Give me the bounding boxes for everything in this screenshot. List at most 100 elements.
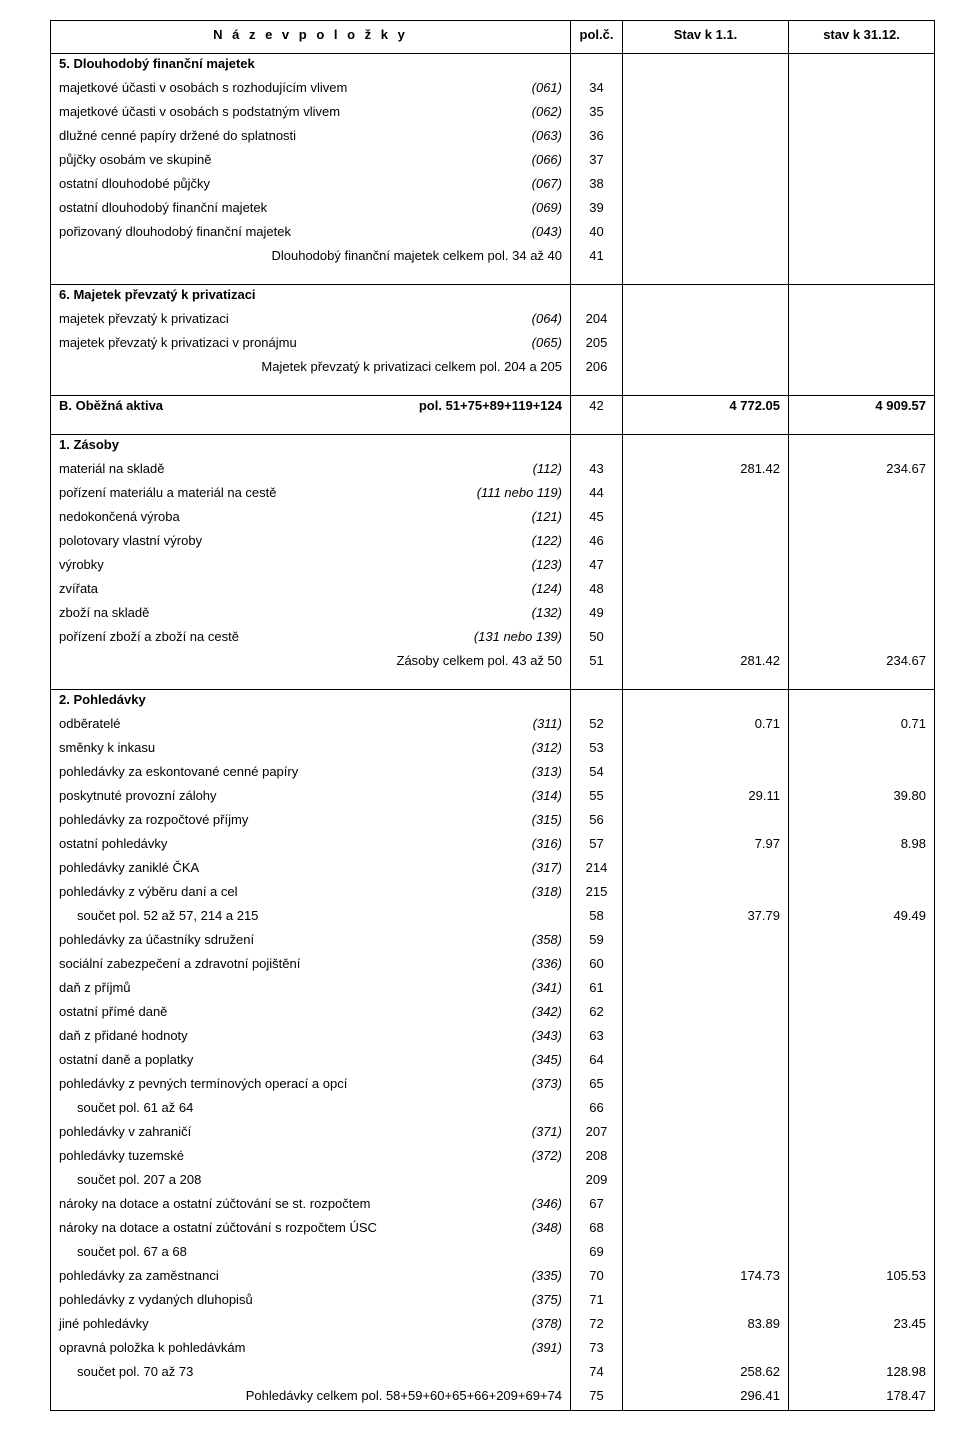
value-end-cell xyxy=(789,978,935,1002)
pol-cell: 38 xyxy=(571,174,623,198)
row-code: (318) xyxy=(524,884,562,899)
pol-cell xyxy=(571,285,623,310)
total-label: Pohledávky celkem pol. 58+59+60+65+66+20… xyxy=(59,1388,562,1403)
value-end-cell xyxy=(789,579,935,603)
value-end-cell xyxy=(789,1146,935,1170)
name-cell: výrobky(123) xyxy=(51,555,571,579)
row-code: (065) xyxy=(524,335,562,350)
table-row xyxy=(51,270,935,285)
value-start-cell xyxy=(623,222,789,246)
table-row: nároky na dotace a ostatní zúčtování s r… xyxy=(51,1218,935,1242)
row-label: pohledávky zaniklé ČKA xyxy=(59,860,524,875)
table-row xyxy=(51,675,935,690)
value-start-cell xyxy=(623,627,789,651)
pol-cell: 43 xyxy=(571,459,623,483)
value-start-cell xyxy=(623,1290,789,1314)
pol-cell: 46 xyxy=(571,531,623,555)
subtotal-label: součet pol. 61 až 64 xyxy=(59,1100,193,1115)
pol-cell: 209 xyxy=(571,1170,623,1194)
value-start-cell xyxy=(623,1122,789,1146)
value-start-cell xyxy=(623,1242,789,1266)
row-label: pořízení zboží a zboží na cestě xyxy=(59,629,466,644)
table-row: 2. Pohledávky xyxy=(51,690,935,715)
row-label: půjčky osobám ve skupině xyxy=(59,152,524,167)
table-row: pohledávky za účastníky sdružení(358)59 xyxy=(51,930,935,954)
row-label: materiál na skladě xyxy=(59,461,525,476)
value-end-cell xyxy=(789,1098,935,1122)
row-label: sociální zabezpečení a zdravotní pojiště… xyxy=(59,956,524,971)
table-row: odběratelé(311)520.710.71 xyxy=(51,714,935,738)
pol-cell: 47 xyxy=(571,555,623,579)
value-end-cell xyxy=(789,54,935,79)
value-start-cell: 29.11 xyxy=(623,786,789,810)
row-code: (069) xyxy=(524,200,562,215)
value-start-cell: 0.71 xyxy=(623,714,789,738)
header-pol: pol.č. xyxy=(571,21,623,54)
value-end-cell xyxy=(789,1026,935,1050)
name-cell: pohledávky za eskontované cenné papíry(3… xyxy=(51,762,571,786)
value-start-cell: 37.79 xyxy=(623,906,789,930)
table-row: ostatní pohledávky(316)577.978.98 xyxy=(51,834,935,858)
name-cell: ostatní dlouhodobé půjčky(067) xyxy=(51,174,571,198)
table-row: Zásoby celkem pol. 43 až 5051281.42234.6… xyxy=(51,651,935,675)
row-label: ostatní dlouhodobé půjčky xyxy=(59,176,524,191)
pol-cell: 61 xyxy=(571,978,623,1002)
name-cell: polotovary vlastní výroby(122) xyxy=(51,531,571,555)
table-row: pořizovaný dlouhodobý finanční majetek(0… xyxy=(51,222,935,246)
value-start-cell xyxy=(623,978,789,1002)
table-row: pohledávky zaniklé ČKA(317)214 xyxy=(51,858,935,882)
row-code: (063) xyxy=(524,128,562,143)
table-row: majetek převzatý k privatizaci v pronájm… xyxy=(51,333,935,357)
name-cell: majetek převzatý k privatizaci v pronájm… xyxy=(51,333,571,357)
value-end-cell xyxy=(789,357,935,381)
value-end-cell xyxy=(789,882,935,906)
table-row: pohledávky z vydaných dluhopisů(375)71 xyxy=(51,1290,935,1314)
pol-cell: 53 xyxy=(571,738,623,762)
row-label: pohledávky z pevných termínových operací… xyxy=(59,1076,524,1091)
name-cell: ostatní daně a poplatky(345) xyxy=(51,1050,571,1074)
value-start-cell xyxy=(623,126,789,150)
value-start-cell: 4 772.05 xyxy=(623,396,789,421)
value-start-cell xyxy=(623,531,789,555)
section-label: 5. Dlouhodobý finanční majetek xyxy=(59,56,255,71)
header-v1: Stav k 1.1. xyxy=(623,21,789,54)
row-label: dlužné cenné papíry držené do splatnosti xyxy=(59,128,524,143)
name-cell: nároky na dotace a ostatní zúčtování se … xyxy=(51,1194,571,1218)
name-cell: 1. Zásoby xyxy=(51,435,571,460)
value-start-cell: 174.73 xyxy=(623,1266,789,1290)
table-row: B. Oběžná aktivapol. 51+75+89+119+124424… xyxy=(51,396,935,421)
value-end-cell: 23.45 xyxy=(789,1314,935,1338)
row-label: majetkové účasti v osobách s rozhodující… xyxy=(59,80,524,95)
table-row: pohledávky za zaměstnanci(335)70174.7310… xyxy=(51,1266,935,1290)
row-label: odběratelé xyxy=(59,716,525,731)
name-cell: 6. Majetek převzatý k privatizaci xyxy=(51,285,571,310)
row-label: pohledávky tuzemské xyxy=(59,1148,524,1163)
pol-cell: 59 xyxy=(571,930,623,954)
table-row: pohledávky za rozpočtové příjmy(315)56 xyxy=(51,810,935,834)
value-start-cell: 7.97 xyxy=(623,834,789,858)
table-row: nároky na dotace a ostatní zúčtování se … xyxy=(51,1194,935,1218)
value-end-cell: 128.98 xyxy=(789,1362,935,1386)
value-start-cell xyxy=(623,198,789,222)
name-cell: Majetek převzatý k privatizaci celkem po… xyxy=(51,357,571,381)
row-code: (358) xyxy=(524,932,562,947)
row-label: pohledávky z vydaných dluhopisů xyxy=(59,1292,524,1307)
name-cell: pohledávky z vydaných dluhopisů(375) xyxy=(51,1290,571,1314)
value-start-cell xyxy=(623,1026,789,1050)
table-row: jiné pohledávky(378)7283.8923.45 xyxy=(51,1314,935,1338)
row-code: (348) xyxy=(524,1220,562,1235)
row-code: (336) xyxy=(524,956,562,971)
subtotal-label: součet pol. 52 až 57, 214 a 215 xyxy=(59,908,258,923)
pol-cell xyxy=(571,54,623,79)
table-row: zvířata(124)48 xyxy=(51,579,935,603)
table-row: daň z příjmů(341)61 xyxy=(51,978,935,1002)
name-cell: součet pol. 67 a 68 xyxy=(51,1242,571,1266)
pol-cell: 214 xyxy=(571,858,623,882)
pol-cell: 50 xyxy=(571,627,623,651)
value-start-cell xyxy=(623,285,789,310)
value-end-cell xyxy=(789,150,935,174)
pol-cell: 215 xyxy=(571,882,623,906)
table-row: Pohledávky celkem pol. 58+59+60+65+66+20… xyxy=(51,1386,935,1411)
name-cell: součet pol. 207 a 208 xyxy=(51,1170,571,1194)
value-end-cell xyxy=(789,333,935,357)
